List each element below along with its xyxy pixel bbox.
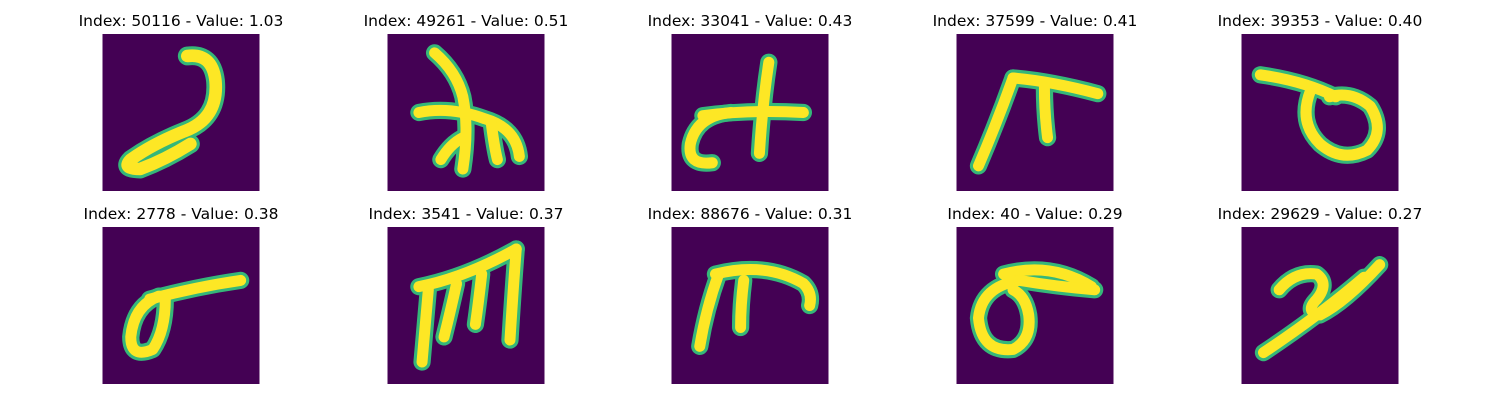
panel-8: Index: 88676 - Value: 0.31 bbox=[620, 205, 880, 395]
panel-title: Index: 50116 - Value: 1.03 bbox=[78, 12, 284, 30]
panel-9: Index: 40 - Value: 0.29 bbox=[905, 205, 1165, 395]
panel-7: Index: 3541 - Value: 0.37 bbox=[336, 205, 596, 395]
panel-6: Index: 2778 - Value: 0.38 bbox=[51, 205, 311, 395]
panel-10: Index: 29629 - Value: 0.27 bbox=[1190, 205, 1450, 395]
glyph-image bbox=[102, 34, 260, 191]
glyph-image bbox=[671, 34, 829, 191]
panel-title: Index: 3541 - Value: 0.37 bbox=[368, 205, 564, 223]
panel-title: Index: 37599 - Value: 0.41 bbox=[932, 12, 1138, 30]
panel-title: Index: 88676 - Value: 0.31 bbox=[647, 205, 853, 223]
panel-4: Index: 37599 - Value: 0.41 bbox=[905, 12, 1165, 202]
glyph-image bbox=[956, 34, 1114, 191]
glyph-image bbox=[387, 227, 545, 384]
panel-2: Index: 49261 - Value: 0.51 bbox=[336, 12, 596, 202]
panel-title: Index: 39353 - Value: 0.40 bbox=[1217, 12, 1423, 30]
panel-title: Index: 2778 - Value: 0.38 bbox=[83, 205, 279, 223]
glyph-image bbox=[671, 227, 829, 384]
panel-1: Index: 50116 - Value: 1.03 bbox=[51, 12, 311, 202]
panel-title: Index: 33041 - Value: 0.43 bbox=[647, 12, 853, 30]
panel-title: Index: 49261 - Value: 0.51 bbox=[363, 12, 569, 30]
glyph-image bbox=[387, 34, 545, 191]
panel-5: Index: 39353 - Value: 0.40 bbox=[1190, 12, 1450, 202]
glyph-image bbox=[956, 227, 1114, 384]
panel-3: Index: 33041 - Value: 0.43 bbox=[620, 12, 880, 202]
glyph-image bbox=[102, 227, 260, 384]
glyph-image bbox=[1241, 227, 1399, 384]
panel-title: Index: 40 - Value: 0.29 bbox=[947, 205, 1123, 223]
glyph-image bbox=[1241, 34, 1399, 191]
panel-title: Index: 29629 - Value: 0.27 bbox=[1217, 205, 1423, 223]
